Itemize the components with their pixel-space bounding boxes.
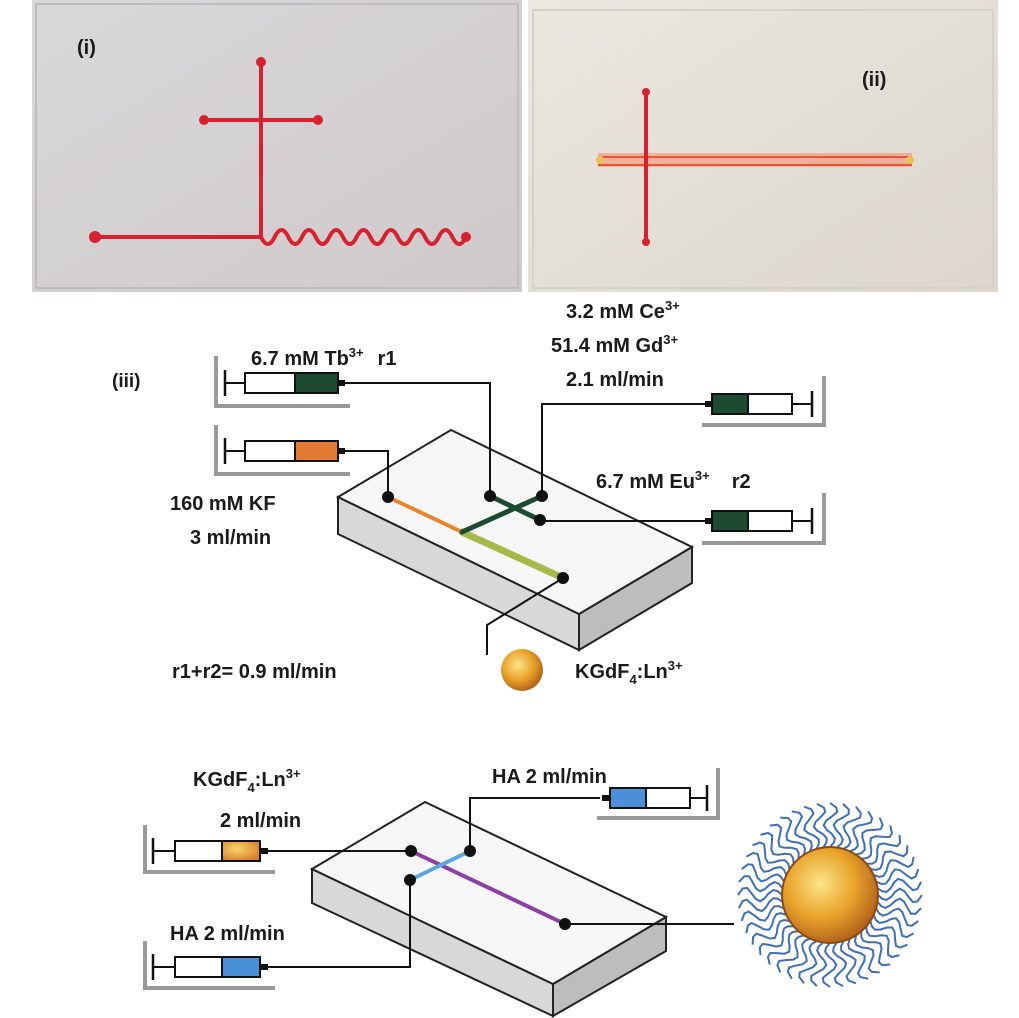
label-ha-top: HA 2 ml/min bbox=[492, 766, 607, 788]
ligand-strand bbox=[875, 868, 920, 885]
ligand-strand bbox=[847, 938, 869, 980]
syringe-kf bbox=[214, 425, 350, 476]
ligand-strand bbox=[738, 875, 784, 893]
ligand-strand bbox=[870, 845, 909, 872]
ligand-strand bbox=[865, 926, 900, 959]
label-eu: 6.7 mM Eu3+ r2 bbox=[596, 468, 751, 493]
ligand-strand bbox=[822, 802, 839, 848]
ligand-strand bbox=[869, 920, 908, 949]
ligand-strand bbox=[877, 887, 923, 904]
ligand-strand bbox=[791, 810, 813, 852]
ligand-strand bbox=[876, 877, 922, 893]
label-product: KGdF4:Ln3+ bbox=[575, 658, 683, 687]
label-r-sum: r1+r2= 0.9 ml/min bbox=[172, 661, 337, 683]
ligand-strand bbox=[821, 942, 838, 988]
ligand-strand bbox=[812, 803, 828, 849]
label-tb: 6.7 mM Tb3+ r1 bbox=[251, 345, 397, 370]
nanoparticle-icon bbox=[501, 649, 543, 691]
panel-label-iii: (iii) bbox=[112, 371, 141, 392]
ligand-strand bbox=[842, 806, 862, 850]
chip-i-ports bbox=[89, 57, 471, 243]
chip-1-channels bbox=[386, 493, 567, 582]
ligand-strand bbox=[860, 931, 891, 967]
label-ce-gd-flow: 2.1 ml/min bbox=[566, 369, 664, 391]
ligand-strand bbox=[875, 907, 919, 927]
chip-i-channels bbox=[94, 60, 468, 246]
syringe-ha-bottom bbox=[143, 941, 275, 990]
ligand-strand bbox=[766, 930, 799, 965]
ligand-strand bbox=[786, 937, 811, 980]
ligand-strand bbox=[758, 925, 794, 956]
ligand-strand bbox=[876, 897, 922, 915]
chip-ii-channels bbox=[596, 88, 914, 246]
chip-2-channels bbox=[408, 849, 567, 926]
ligand-strand bbox=[840, 940, 857, 985]
ligand-strand bbox=[741, 863, 785, 883]
ligand-strand bbox=[745, 851, 788, 876]
chip-1-tubing bbox=[345, 382, 705, 655]
label-kf: 160 mM KF bbox=[170, 493, 276, 515]
ligand-strand bbox=[780, 816, 807, 855]
ligand-strand bbox=[769, 823, 800, 859]
panel-label-ii: (ii) bbox=[862, 69, 886, 91]
label-input2: KGdF4:Ln3+ bbox=[193, 766, 301, 795]
photo-panel-ii: (ii) bbox=[528, 0, 998, 292]
ligand-strand bbox=[872, 914, 915, 939]
chip-1 bbox=[335, 428, 695, 652]
ligand-strand bbox=[751, 918, 790, 945]
ligand-strand bbox=[803, 805, 820, 850]
ligand-strand bbox=[740, 905, 785, 922]
ligand-strand bbox=[849, 810, 874, 853]
ligand-strand bbox=[737, 886, 783, 903]
ligand-strand bbox=[738, 897, 784, 913]
ligand-strand bbox=[745, 912, 787, 934]
ligand-strand bbox=[798, 940, 818, 984]
photo-panel-i: (i) bbox=[32, 0, 522, 292]
label-ha-bottom: HA 2 ml/min bbox=[170, 923, 285, 945]
ligand-strand bbox=[752, 841, 791, 870]
syringe-kgdf bbox=[143, 825, 275, 874]
label-input2-flow: 2 ml/min bbox=[220, 810, 301, 832]
ligand-strand bbox=[855, 817, 884, 856]
syringe-ce-gd bbox=[702, 376, 826, 427]
ligand-strand bbox=[861, 825, 894, 860]
label-ce: 3.2 mM Ce3+ bbox=[566, 298, 680, 323]
ligand-strand bbox=[873, 856, 915, 878]
syringe-ha-top bbox=[597, 768, 720, 820]
ligand-strand bbox=[866, 834, 902, 865]
syringe-eu bbox=[702, 493, 826, 545]
ligand-strand bbox=[832, 941, 848, 987]
chip-2-ports bbox=[404, 845, 571, 930]
ligand-strand bbox=[832, 803, 850, 849]
syringe-tb bbox=[214, 356, 350, 408]
ligand-strand bbox=[760, 831, 795, 864]
ligand-strand bbox=[853, 935, 880, 974]
chip-2-tubing bbox=[268, 797, 734, 968]
chip-2 bbox=[309, 800, 669, 1018]
label-gd: 51.4 mM Gd3+ bbox=[551, 332, 678, 357]
ligand-strand bbox=[810, 941, 828, 987]
label-kf-flow: 3 ml/min bbox=[190, 527, 271, 549]
panel-label-i: (i) bbox=[77, 37, 96, 59]
coated-nanoparticle-icon bbox=[737, 802, 923, 988]
ligand-strand bbox=[776, 934, 805, 973]
chip-1-ports bbox=[382, 490, 569, 584]
